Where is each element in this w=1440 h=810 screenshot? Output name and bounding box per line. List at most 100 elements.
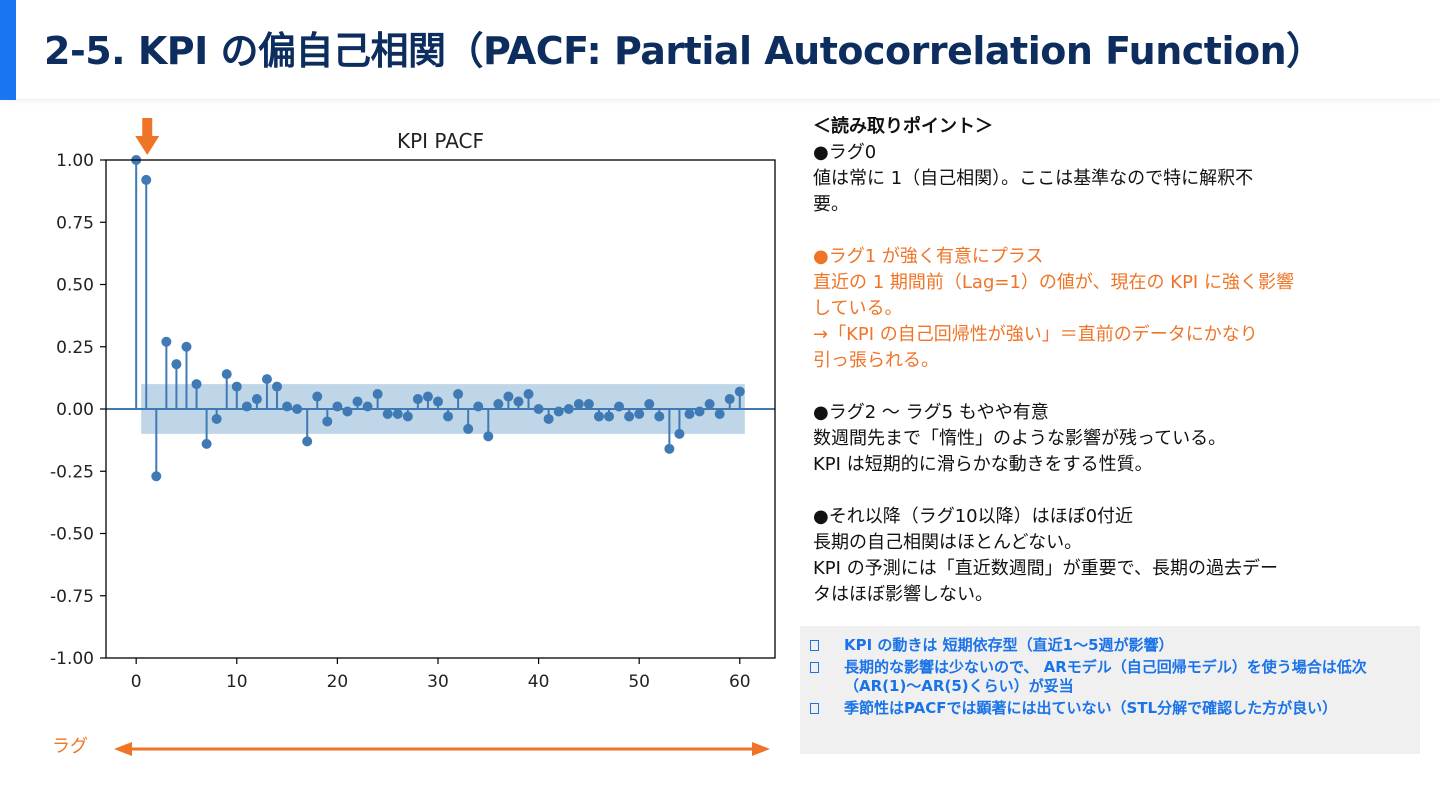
y-tick-label: -0.50 (50, 525, 94, 545)
pacf-point (161, 336, 172, 347)
pacf-point (563, 404, 574, 414)
pacf-point (402, 411, 413, 422)
pacf-point (724, 394, 735, 405)
x-tick-label: 10 (226, 672, 248, 690)
pacf-point (583, 399, 594, 410)
lag1-body-line: 直近の 1 期間前（Lag=1）の値が、現在の KPI に強く影響 (813, 272, 1294, 293)
pacf-point (694, 406, 705, 417)
pacf-point (453, 389, 464, 400)
chart-title: KPI PACF (397, 129, 484, 153)
lag1-body-line: している。 (813, 298, 903, 319)
pacf-point (503, 391, 514, 402)
pacf-point (513, 396, 524, 407)
pacf-point (422, 391, 433, 402)
summary-item-text: 季節性はPACFでは顕著には出ていない（STL分解で確認した方が良い） (844, 699, 1338, 717)
summary-item: KPI の動きは 短期依存型（直近1〜5週が影響） (810, 636, 1404, 655)
lag-axis-label: ラグ (52, 736, 88, 757)
pacf-point (654, 411, 665, 422)
pacf-point (684, 408, 695, 419)
pacf-point (272, 381, 283, 392)
pacf-point (734, 386, 745, 397)
pacf-point (282, 401, 293, 412)
pacf-point (342, 406, 353, 417)
pacf-point (573, 399, 584, 410)
lag10-body-line: 長期の自己相関はほとんどない。 (813, 532, 1083, 553)
bullet-box-icon (810, 703, 819, 714)
pacf-point (714, 408, 725, 419)
x-tick-label: 30 (427, 672, 449, 690)
pacf-point (533, 404, 544, 414)
pacf-point (553, 406, 564, 417)
pacf-point (523, 389, 534, 400)
lag10-title: ●それ以降（ラグ10以降）はほぼ0付近 (813, 506, 1134, 527)
y-tick-label: 0.00 (56, 400, 94, 420)
pacf-point (211, 413, 222, 424)
pacf-point (674, 428, 685, 439)
pacf-point (221, 369, 232, 380)
y-tick-label: 1.00 (56, 151, 94, 171)
pacf-point (362, 401, 373, 412)
pacf-point (191, 379, 202, 390)
summary-item: 季節性はPACFでは顕著には出ていない（STL分解で確認した方が良い） (810, 699, 1404, 718)
x-tick-label: 0 (131, 672, 142, 690)
summary-item-text: 長期的な影響は少ないので、 ARモデル（自己回帰モデル）を使う場合は低次（AR(… (844, 658, 1367, 695)
bullet-box-icon (810, 662, 819, 673)
lag10-body-line: タはほぼ影響しない。 (813, 584, 993, 605)
pacf-point (151, 471, 162, 482)
pacf-point (302, 436, 313, 447)
pacf-point (141, 174, 152, 185)
slide-header: 2-5. KPI の偏自己相関（PACF: Partial Autocorrel… (0, 0, 1440, 100)
pacf-chart-svg: 1.00 0.75 0.50 0.25 0.00 -0.25 -0.50 -0.75 -1.00… (50, 118, 776, 690)
pacf-point (664, 443, 675, 454)
pacf-point (382, 408, 393, 419)
header-accent-bar (0, 0, 16, 100)
summary-item-text: KPI の動きは 短期依存型（直近1〜5週が影響） (844, 636, 1174, 654)
slide-title: 2-5. KPI の偏自己相関（PACF: Partial Autocorrel… (44, 29, 1324, 73)
pacf-point (312, 391, 323, 402)
summary-item: 長期的な影響は少ないので、 ARモデル（自己回帰モデル）を使う場合は低次（AR(… (810, 658, 1404, 696)
pacf-point (322, 416, 333, 427)
pacf-point (201, 438, 212, 449)
pacf-point (251, 394, 262, 405)
pacf-point (292, 404, 303, 414)
pacf-point (412, 394, 423, 405)
y-tick-label: 0.75 (56, 213, 94, 233)
y-tick-label: -1.00 (50, 649, 94, 669)
lag0-body-line: 値は常に 1（自己相関）。ここは基準なので特に解釈不 (813, 168, 1254, 189)
x-tick-label: 60 (729, 672, 751, 690)
pacf-point (614, 401, 625, 412)
pacf-point (634, 408, 645, 419)
pacf-chart: 1.00 0.75 0.50 0.25 0.00 -0.25 -0.50 -0.75 -1.00… (20, 110, 790, 690)
y-tick-label: 0.25 (56, 338, 94, 358)
pacf-point (241, 401, 252, 412)
lag0-title: ●ラグ0 (813, 142, 877, 163)
lag1-title: ●ラグ1 が強く有意にプラス (813, 246, 1044, 267)
pacf-point (231, 381, 242, 392)
pacf-point (261, 374, 272, 385)
pacf-point (543, 413, 554, 424)
pacf-point (443, 411, 454, 422)
pacf-point (624, 411, 635, 422)
x-tick-label: 20 (327, 672, 349, 690)
y-tick-label: 0.50 (56, 276, 94, 296)
lag10-body-line: KPI の予測には「直近数週間」が重要で、長期の過去デー (813, 558, 1278, 579)
lag-double-arrow (114, 742, 770, 756)
y-tick-label: -0.25 (50, 462, 94, 482)
y-tick-label: -0.75 (50, 587, 94, 607)
lag1-body-line: 引っ張られる。 (813, 350, 939, 371)
down-arrow-icon (135, 118, 160, 155)
lag2-5-title: ●ラグ2 〜 ラグ5 もやや有意 (813, 402, 1049, 423)
pacf-point (372, 389, 383, 400)
pacf-point (392, 408, 403, 419)
pacf-point (473, 401, 484, 412)
lag1-body-line: →「KPI の自己回帰性が強い」＝直前のデータにかなり (813, 324, 1258, 345)
reading-points: ＜読み取りポイント＞ ●ラグ0 値は常に 1（自己相関）。ここは基準なので特に解… (813, 114, 1413, 608)
lag2-5-body-line: 数週間先まで「惰性」のような影響が残っている。 (813, 428, 1227, 449)
pacf-point (171, 359, 182, 370)
reading-points-heading: ＜読み取りポイント＞ (813, 116, 993, 137)
lag0-body-line: 要。 (813, 194, 849, 215)
x-tick-label: 50 (628, 672, 650, 690)
bullet-box-icon (810, 640, 819, 651)
pacf-point (463, 423, 474, 434)
pacf-point (704, 399, 715, 410)
